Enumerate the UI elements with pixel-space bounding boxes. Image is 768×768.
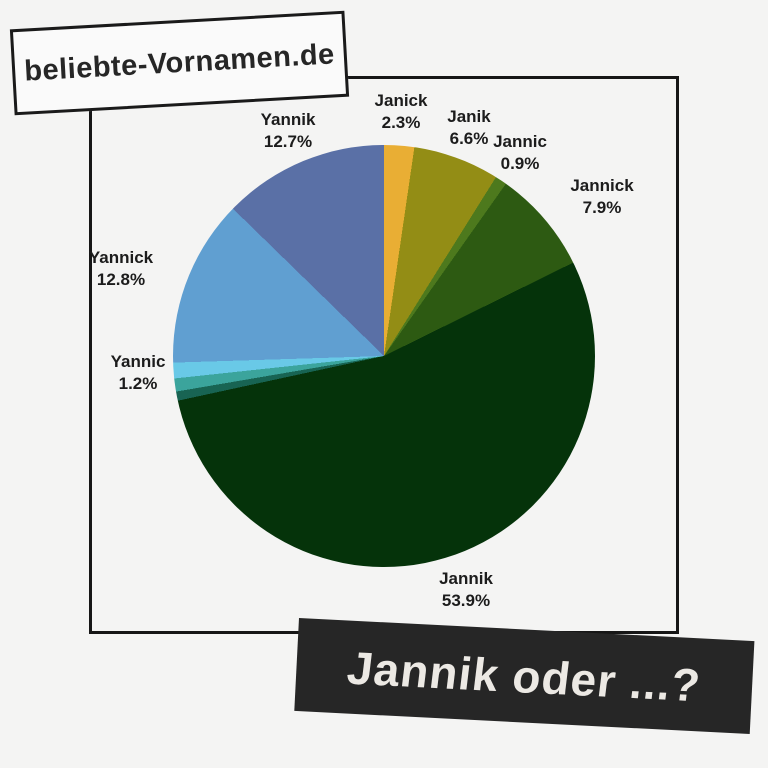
slice-name: Jannik xyxy=(439,569,493,588)
pie-chart xyxy=(173,145,595,567)
slice-label-yannik: Yannik 12.7% xyxy=(261,109,316,153)
title-banner: Jannik oder ...? xyxy=(294,618,755,734)
slice-label-janik: Janik 6.6% xyxy=(447,106,490,150)
slice-percent: 2.3% xyxy=(381,113,421,132)
slice-label-jannic: Jannic 0.9% xyxy=(493,131,547,175)
slice-name: Yannic xyxy=(110,352,166,371)
slice-percent: 0.9% xyxy=(500,154,540,173)
slice-name: Jannick xyxy=(570,176,634,195)
slice-name: Yannick xyxy=(88,248,154,267)
title-banner-text: Jannik oder ...? xyxy=(344,641,704,711)
slice-name: Jannic xyxy=(493,132,547,151)
slice-label-yannic: Yannic 1.2% xyxy=(111,351,166,395)
slice-label-jannik-main: Jannik 53.9% xyxy=(439,568,493,612)
slice-percent: 12.7% xyxy=(263,132,313,151)
slice-name: Yannik xyxy=(260,110,316,129)
slice-percent: 6.6% xyxy=(449,129,489,148)
slice-label-yannick: Yannick 12.8% xyxy=(89,247,153,291)
slice-percent: 12.8% xyxy=(96,270,146,289)
slice-percent: 1.2% xyxy=(118,374,158,393)
slice-name: Janick xyxy=(374,91,428,110)
slice-label-jannick: Jannick 7.9% xyxy=(570,175,633,219)
slice-percent: 7.9% xyxy=(582,198,622,217)
slice-label-janick: Janick 2.3% xyxy=(375,90,428,134)
slice-percent: 53.9% xyxy=(441,591,491,610)
source-badge-text: beliebte-Vornamen.de xyxy=(23,37,336,88)
slice-name: Janik xyxy=(447,107,491,126)
